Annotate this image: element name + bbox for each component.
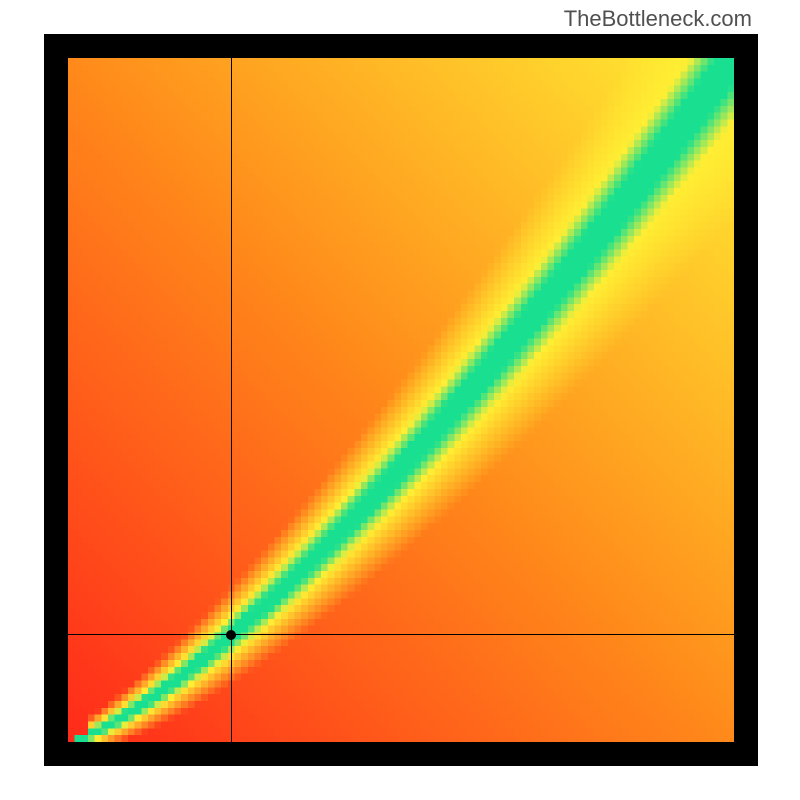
- crosshair-marker: [226, 630, 236, 640]
- plot-frame: [44, 34, 758, 766]
- plot-area: [68, 58, 734, 742]
- chart-container: TheBottleneck.com: [0, 0, 800, 800]
- crosshair-horizontal: [68, 634, 734, 635]
- attribution-text: TheBottleneck.com: [564, 6, 752, 32]
- heatmap-canvas: [68, 58, 734, 742]
